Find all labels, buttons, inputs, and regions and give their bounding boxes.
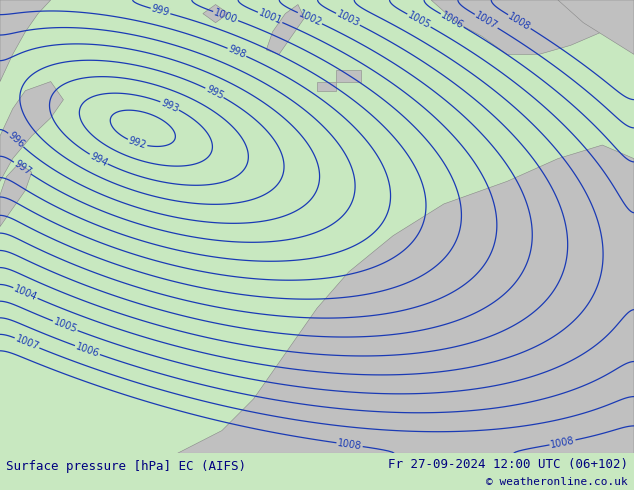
Text: 1005: 1005 (406, 10, 432, 31)
Text: 1008: 1008 (507, 11, 533, 32)
Text: 1001: 1001 (257, 8, 283, 26)
Polygon shape (0, 163, 32, 226)
Text: 993: 993 (159, 98, 180, 114)
Polygon shape (178, 145, 634, 453)
Text: 1003: 1003 (335, 9, 361, 29)
Text: 1007: 1007 (14, 334, 41, 352)
Text: 1008: 1008 (337, 438, 363, 451)
Polygon shape (203, 4, 228, 23)
Text: 995: 995 (204, 84, 225, 101)
Text: Surface pressure [hPa] EC (AIFS): Surface pressure [hPa] EC (AIFS) (6, 460, 247, 473)
Text: 1006: 1006 (74, 342, 101, 359)
Text: 996: 996 (6, 130, 26, 150)
Polygon shape (266, 4, 304, 54)
Polygon shape (0, 0, 51, 82)
Text: 1006: 1006 (439, 10, 465, 31)
Text: 998: 998 (226, 44, 247, 60)
Text: 997: 997 (12, 159, 33, 177)
Polygon shape (336, 70, 361, 82)
Polygon shape (558, 0, 634, 54)
Text: 992: 992 (127, 136, 148, 151)
Polygon shape (431, 0, 634, 54)
Text: 999: 999 (150, 4, 171, 18)
Polygon shape (0, 82, 63, 181)
Text: Fr 27-09-2024 12:00 UTC (06+102): Fr 27-09-2024 12:00 UTC (06+102) (387, 458, 628, 471)
Text: 1004: 1004 (12, 284, 39, 302)
Text: 1008: 1008 (550, 435, 576, 450)
Text: 1002: 1002 (297, 8, 323, 28)
Text: 994: 994 (88, 150, 109, 168)
Text: 1007: 1007 (473, 11, 500, 32)
Polygon shape (317, 81, 336, 91)
Text: © weatheronline.co.uk: © weatheronline.co.uk (486, 477, 628, 487)
Text: 1005: 1005 (52, 317, 79, 335)
Text: 1000: 1000 (212, 7, 239, 25)
